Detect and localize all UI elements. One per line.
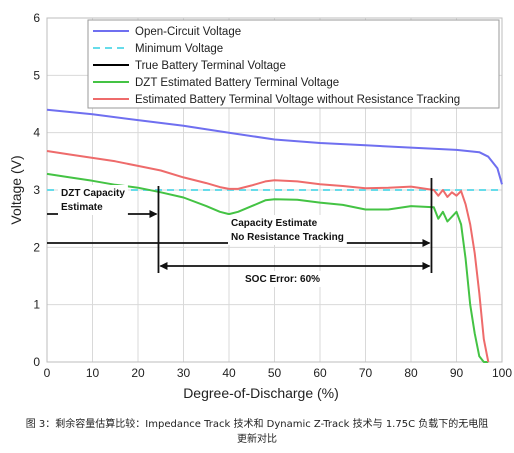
dzt-arrow-head <box>149 210 158 218</box>
soc-error-head-right <box>422 262 431 270</box>
x-tick-label: 80 <box>404 366 418 380</box>
y-tick-label: 6 <box>33 11 40 25</box>
x-tick-label: 100 <box>492 366 512 380</box>
legend-label-2: Minimum Voltage <box>135 43 223 55</box>
x-tick-labels: 0 10 20 30 40 50 60 70 80 90 100 <box>44 366 513 380</box>
y-tick-label: 2 <box>33 240 40 254</box>
dzt-annotation-background <box>58 185 128 215</box>
soc-error-annotation-group: SOC Error: 60% <box>242 271 324 287</box>
legend-label-5: Estimated Battery Terminal Voltage witho… <box>135 94 460 106</box>
x-tick-label: 0 <box>44 366 51 380</box>
legend-label-3: True Battery Terminal Voltage <box>135 60 286 72</box>
dzt-annotation-line-2: Estimate <box>61 202 103 213</box>
y-tick-label: 0 <box>33 355 40 369</box>
x-tick-label: 50 <box>268 366 282 380</box>
line-chart: DZT Capacity Estimate Capacity Estimate No … <box>8 11 513 401</box>
legend: Open-Circuit Voltage Minimum Voltage True … <box>87 19 500 109</box>
x-axis-label: Degree-of-Discharge (%) <box>183 385 339 401</box>
dzt-annotation-group: DZT Capacity Estimate <box>58 185 128 215</box>
soc-error-annotation-background <box>242 271 324 287</box>
x-tick-label: 90 <box>450 366 464 380</box>
x-tick-label: 70 <box>359 366 373 380</box>
y-tick-label: 5 <box>33 68 40 82</box>
caption-line-1: 图 3：剩余容量估算比较：Impedance Track 技术和 Dynamic… <box>25 419 489 430</box>
soc-error-head-left <box>159 262 168 270</box>
no-rt-annotation-background <box>228 215 347 245</box>
series-line-5 <box>46 150 490 363</box>
legend-label-4: DZT Estimated Battery Terminal Voltage <box>135 77 339 89</box>
figure-caption: 图 3：剩余容量估算比较：Impedance Track 技术和 Dynamic… <box>10 417 504 447</box>
series-line-4 <box>46 172 489 363</box>
x-tick-label: 30 <box>177 366 191 380</box>
legend-box <box>87 19 500 109</box>
y-tick-label: 1 <box>33 298 40 312</box>
no-rt-annotation-group: Capacity Estimate No Resistance Tracking <box>228 215 347 245</box>
x-tick-label: 20 <box>131 366 145 380</box>
legend-label-1: Open-Circuit Voltage <box>135 26 241 38</box>
no-rt-annotation-line-2: No Resistance Tracking <box>231 232 344 243</box>
x-tick-label: 10 <box>86 366 100 380</box>
y-tick-label: 4 <box>33 126 40 140</box>
dzt-annotation-line-1: DZT Capacity <box>61 188 125 199</box>
annotation-layer: DZT Capacity Estimate Capacity Estimate No … <box>47 178 433 287</box>
series-line-1 <box>46 108 503 185</box>
x-tick-label: 60 <box>313 366 327 380</box>
x-tick-label: 40 <box>222 366 236 380</box>
no-rt-arrow-head <box>422 239 431 247</box>
no-rt-annotation-line-1: Capacity Estimate <box>231 218 318 229</box>
caption-line-2: 更新对比 <box>237 434 277 445</box>
y-tick-label: 3 <box>33 183 40 197</box>
soc-error-annotation-line-1: SOC Error: 60% <box>245 274 320 285</box>
y-axis-label: Voltage (V) <box>8 155 24 224</box>
y-tick-labels: 0 1 2 3 4 5 6 <box>33 11 40 369</box>
